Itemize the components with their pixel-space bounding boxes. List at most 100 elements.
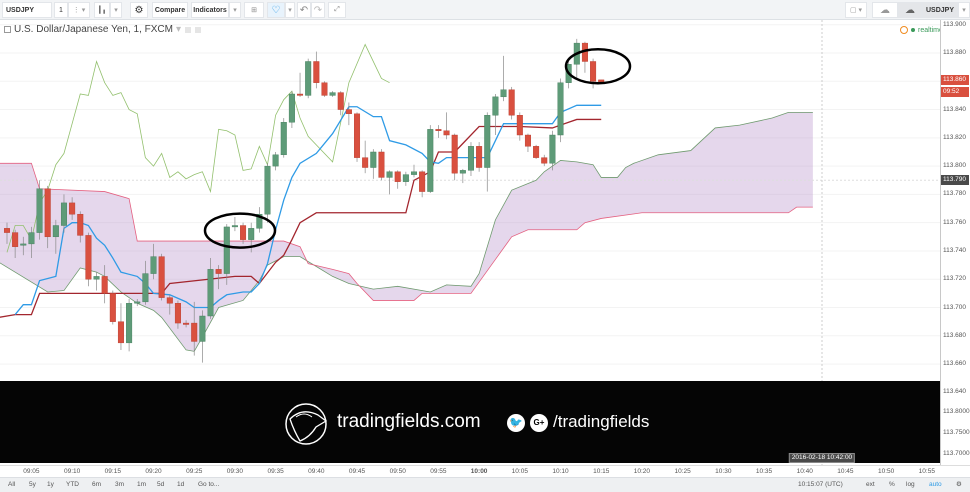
- candle-body: [419, 171, 426, 192]
- scale-option-percent[interactable]: %: [889, 481, 895, 488]
- cloud-download-icon[interactable]: ☁: [898, 2, 922, 18]
- redo-icon[interactable]: ↷: [311, 2, 325, 18]
- top-toolbar: USDJPY 1 ⋮ ▾ ┃╻ ▾ ⚙ Compare Indicators ▾…: [0, 0, 970, 20]
- price-label: 113.680: [943, 331, 967, 339]
- candle-body: [345, 109, 352, 115]
- candle-body: [3, 228, 10, 233]
- lightbulb-dropdown[interactable]: ▾: [285, 2, 295, 18]
- range-button-1m[interactable]: 1m: [137, 481, 147, 488]
- candle: [109, 290, 116, 325]
- annotation-ellipse: [564, 48, 632, 85]
- layout-dropdown[interactable]: ▢ ▾: [845, 2, 867, 18]
- legend-settings-icon[interactable]: [185, 26, 192, 33]
- candle-body: [36, 188, 43, 233]
- candle: [557, 78, 564, 143]
- compare-button[interactable]: Compare: [152, 2, 188, 18]
- time-label: 10:25: [674, 468, 691, 475]
- scale-settings-gear-icon[interactable]: ⚙: [956, 481, 962, 488]
- range-button-all[interactable]: All: [8, 481, 16, 488]
- candle: [60, 194, 67, 233]
- range-button-1y[interactable]: 1y: [47, 481, 54, 488]
- candle: [3, 222, 10, 244]
- candle: [52, 219, 59, 254]
- realtime-status: realtime: [900, 26, 943, 34]
- candle-body: [467, 146, 474, 171]
- candle: [329, 91, 336, 97]
- price-label: 113.740: [943, 246, 967, 254]
- symbol-button[interactable]: USDJPY: [922, 2, 958, 18]
- range-button-goto[interactable]: Go to...: [198, 481, 220, 488]
- candle: [126, 299, 133, 352]
- candle-body: [183, 322, 190, 325]
- cloud-upload-icon[interactable]: ☁: [872, 2, 898, 18]
- candle: [533, 144, 540, 160]
- indicators-button[interactable]: Indicators: [191, 2, 229, 18]
- candle-body: [492, 96, 499, 116]
- candle-body: [134, 301, 141, 304]
- candle-body: [590, 61, 597, 82]
- range-button-1d[interactable]: 1d: [177, 481, 185, 488]
- indicators-dropdown[interactable]: ▾: [229, 2, 241, 18]
- candle-body: [166, 297, 173, 304]
- bottom-bar: All 5y 1y YTD 6m 3m 1m 5d 1d Go to... 10:15:07 (UT…: [0, 477, 970, 492]
- candle: [20, 236, 27, 256]
- symbol-dropdown[interactable]: ▾: [958, 2, 970, 18]
- lightbulb-icon[interactable]: ♡: [267, 2, 285, 18]
- crosshair-time-tag: 2016-02-18 10:42:00: [788, 453, 856, 463]
- candle-body: [52, 225, 59, 238]
- twitter-icon: 🐦: [507, 414, 525, 432]
- candle-body: [411, 171, 418, 175]
- candle: [142, 260, 149, 305]
- price-label: 113.700: [943, 303, 967, 311]
- candle: [280, 118, 287, 158]
- candle: [207, 258, 214, 319]
- candle: [240, 222, 247, 244]
- candle-body: [288, 93, 295, 123]
- candle-body: [44, 188, 51, 238]
- candle-body: [427, 129, 434, 192]
- scale-option-auto[interactable]: auto: [929, 481, 942, 488]
- symbol-input[interactable]: USDJPY: [2, 2, 52, 18]
- chart-legend: U.S. Dollar/Japanese Yen, 1, FXCM ▾: [4, 24, 202, 35]
- brand-banner: tradingfields.com 🐦 G+ /tradingfields: [0, 381, 940, 463]
- time-label: 09:20: [145, 468, 162, 475]
- range-button-5y[interactable]: 5y: [29, 481, 36, 488]
- candle: [435, 125, 442, 138]
- fullscreen-icon[interactable]: ⤢: [328, 2, 346, 18]
- time-label: 10:05: [511, 468, 528, 475]
- interval-button[interactable]: 1: [54, 2, 68, 18]
- price-label: 113.840: [943, 105, 967, 113]
- candle: [476, 142, 483, 172]
- utc-clock[interactable]: 10:15:07 (UTC): [798, 481, 843, 488]
- add-alert-icon[interactable]: ⊞: [244, 2, 264, 18]
- candle-body: [508, 89, 515, 116]
- time-label: 10:40: [796, 468, 813, 475]
- candle: [305, 58, 312, 99]
- settings-gear-icon[interactable]: ⚙: [130, 2, 148, 18]
- info-icon[interactable]: [900, 26, 908, 34]
- candle: [272, 151, 279, 171]
- candle-body: [117, 321, 124, 344]
- candle: [362, 140, 369, 174]
- time-axis[interactable]: 09:05 09:10 09:15 09:20 09:25 09:30 09:35 09:40…: [0, 465, 970, 477]
- price-label: 113.720: [943, 275, 967, 283]
- candle: [69, 197, 76, 220]
- collapse-icon[interactable]: [4, 26, 11, 33]
- range-button-5d[interactable]: 5d: [157, 481, 165, 488]
- undo-icon[interactable]: ↶: [297, 2, 311, 18]
- candle-style-icon[interactable]: ┃╻: [94, 2, 110, 18]
- chevron-down-icon[interactable]: ▾: [175, 24, 182, 35]
- interval-dropdown[interactable]: ⋮ ▾: [68, 2, 90, 18]
- annotation-ellipse: [203, 212, 277, 249]
- range-button-6m[interactable]: 6m: [92, 481, 102, 488]
- chart-style-dropdown[interactable]: ▾: [110, 2, 122, 18]
- legend-remove-icon[interactable]: [195, 26, 202, 33]
- candle-body: [256, 213, 263, 229]
- lower-price-label: 113.7500: [943, 429, 970, 436]
- candle-body: [329, 92, 336, 96]
- range-button-ytd[interactable]: YTD: [66, 481, 79, 488]
- candle-body: [321, 82, 328, 96]
- scale-option-log[interactable]: log: [906, 481, 915, 488]
- range-button-3m[interactable]: 3m: [115, 481, 125, 488]
- scale-option-ext[interactable]: ext: [866, 481, 875, 488]
